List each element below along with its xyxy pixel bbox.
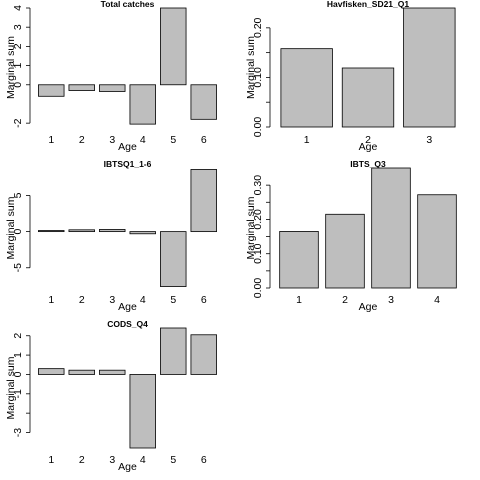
y-tick-label: 0.00 (252, 278, 264, 299)
x-tick-label: 6 (201, 454, 207, 466)
y-tick-label: 4 (12, 5, 24, 11)
x-axis-label: Age (118, 141, 137, 153)
bar-age-5 (160, 7, 187, 86)
x-tick-label: 6 (201, 294, 207, 306)
x-axis-label: Age (359, 141, 378, 153)
x-tick-label: 2 (365, 134, 371, 146)
x-tick-label: 3 (109, 294, 115, 306)
y-tick-label: 0.30 (252, 175, 264, 196)
bar-age-3 (99, 229, 126, 233)
x-tick-label: 2 (79, 134, 85, 146)
chart-title: Total catches (101, 0, 155, 9)
x-tick-label: 2 (79, 454, 85, 466)
y-tick-label: 0 (12, 82, 24, 88)
chart-title: CODS_Q4 (107, 319, 148, 329)
y-axis-label: Marginal sum (5, 356, 17, 419)
bar-age-6 (190, 84, 217, 120)
y-tick-label: -2 (12, 118, 24, 127)
x-tick-label: 1 (48, 294, 54, 306)
x-tick-label: 4 (140, 294, 146, 306)
x-tick-label: 4 (434, 294, 440, 306)
bar-age-2 (325, 213, 365, 289)
bar-age-4 (129, 231, 156, 235)
y-tick-label: -5 (12, 263, 24, 272)
x-tick-label: 3 (388, 294, 394, 306)
bar-age-2 (341, 67, 395, 128)
bar-age-3 (99, 369, 126, 375)
bar-age-3 (371, 167, 411, 289)
bar-age-2 (68, 369, 95, 375)
bar-age-2 (68, 229, 95, 233)
bar-age-4 (129, 84, 156, 125)
x-tick-label: 5 (170, 454, 176, 466)
y-axis-label: Marginal sum (245, 196, 257, 259)
y-tick-label: 0.10 (252, 243, 264, 264)
bar-age-1 (38, 84, 65, 97)
y-tick-label: 0.20 (252, 209, 264, 230)
x-axis-label: Age (118, 301, 137, 313)
x-tick-label: 3 (426, 134, 432, 146)
bar-age-5 (160, 231, 187, 287)
x-tick-label: 1 (296, 294, 302, 306)
y-tick-label: 0.20 (252, 17, 264, 38)
x-tick-label: 1 (304, 134, 310, 146)
bar-age-5 (160, 327, 187, 375)
y-axis-label: Marginal sum (5, 196, 17, 259)
bar-age-3 (99, 84, 126, 92)
chart-title: IBTS_Q3 (350, 159, 386, 169)
y-tick-label: 0 (12, 371, 24, 377)
x-tick-label: 3 (109, 134, 115, 146)
chart-title: IBTSQ1_1-6 (104, 159, 152, 169)
bar-age-4 (129, 374, 156, 449)
y-tick-label: 2 (12, 333, 24, 339)
y-tick-label: 1 (12, 352, 24, 358)
y-tick-label: 5 (12, 192, 24, 198)
bar-age-1 (279, 231, 319, 289)
y-tick-label: 0.00 (252, 117, 264, 138)
y-tick-label: 2 (12, 43, 24, 49)
bar-age-4 (417, 194, 457, 289)
x-tick-label: 5 (170, 294, 176, 306)
y-axis-label: Marginal sum (5, 36, 17, 99)
x-tick-label: 1 (48, 454, 54, 466)
x-tick-label: 2 (342, 294, 348, 306)
y-tick-label: 0 (12, 229, 24, 235)
x-axis-label: Age (118, 461, 137, 473)
bar-age-1 (38, 368, 65, 375)
x-tick-label: 4 (140, 134, 146, 146)
bar-age-1 (280, 48, 333, 128)
chart-title: Havfisken_SD21_Q1 (327, 0, 409, 9)
y-axis-label: Marginal sum (245, 36, 257, 99)
x-axis-label: Age (359, 301, 378, 313)
bar-age-6 (190, 334, 217, 375)
x-tick-label: 6 (201, 134, 207, 146)
y-tick-label: 1 (12, 63, 24, 69)
x-tick-label: 2 (79, 294, 85, 306)
bar-age-6 (190, 169, 217, 233)
bar-age-2 (68, 84, 95, 91)
y-tick-label: -1 (12, 389, 24, 398)
bar-age-1 (38, 230, 65, 233)
y-tick-label: 0.10 (252, 67, 264, 88)
x-tick-label: 3 (109, 454, 115, 466)
bar-age-3 (403, 7, 456, 128)
y-tick-label: -3 (12, 428, 24, 437)
x-tick-label: 1 (48, 134, 54, 146)
x-tick-label: 4 (140, 454, 146, 466)
y-tick-label: 3 (12, 24, 24, 30)
x-tick-label: 5 (170, 134, 176, 146)
